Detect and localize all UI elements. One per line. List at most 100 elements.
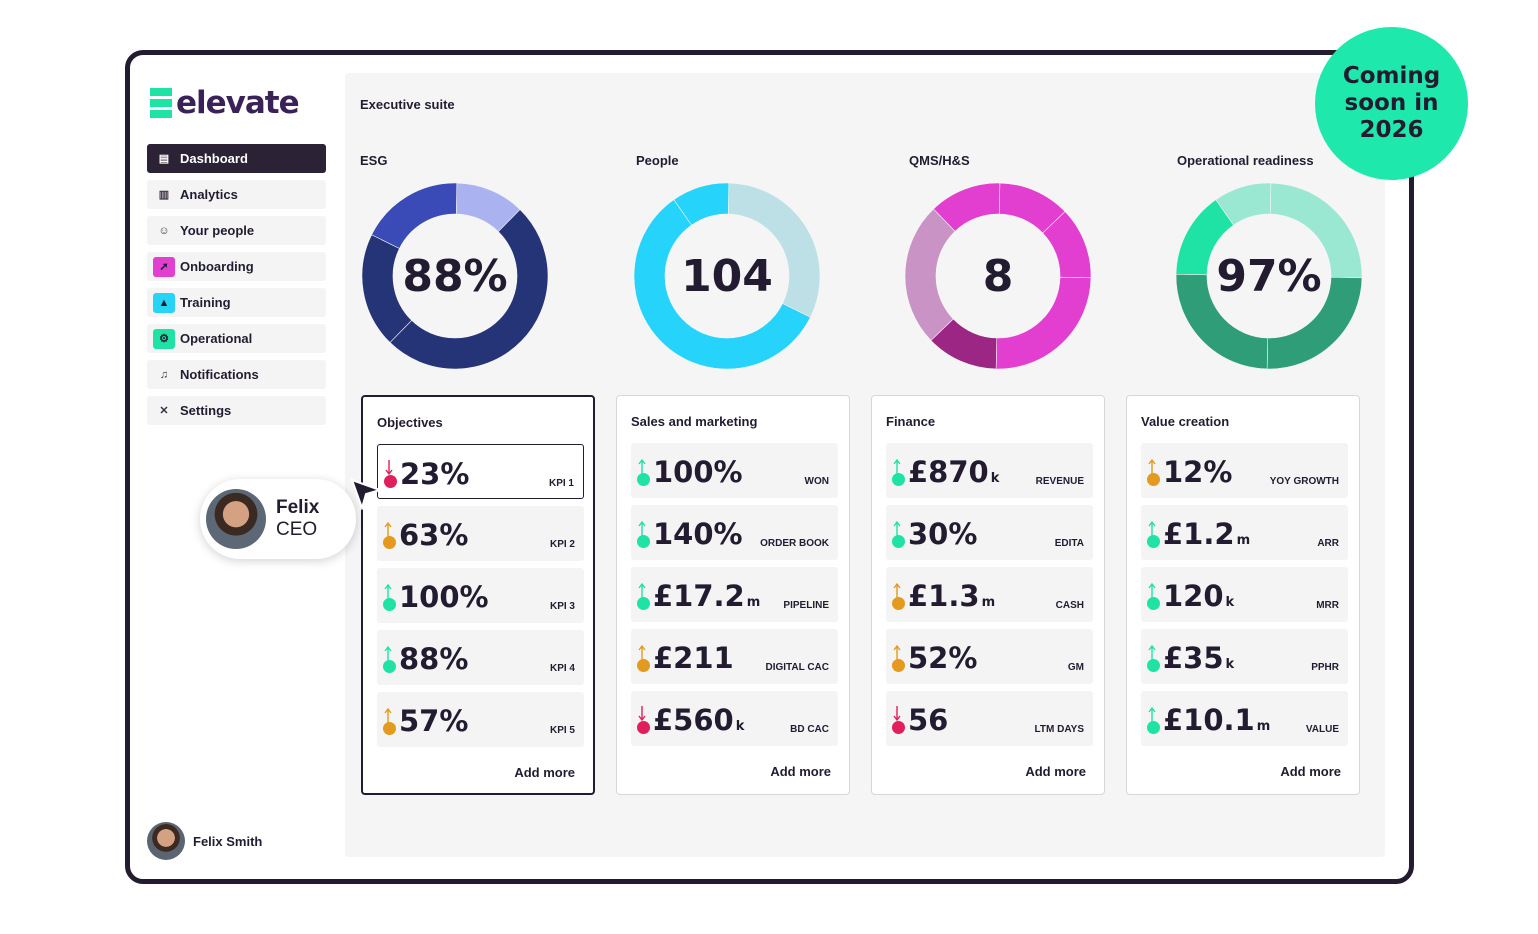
status-dot-icon xyxy=(892,473,905,486)
kpi-row[interactable]: 12% YOY GROWTH xyxy=(1141,443,1348,498)
kpi-label: KPI 1 xyxy=(548,478,574,489)
sidebar-item-training[interactable]: ▲ Training xyxy=(147,288,326,317)
kpi-value: 120 k xyxy=(1163,579,1234,613)
kpi-row[interactable]: £870 k REVENUE xyxy=(886,443,1093,498)
kpi-value: 140% xyxy=(653,517,743,551)
kpi-number: 23% xyxy=(400,457,470,491)
avatar xyxy=(206,489,266,549)
kpi-row[interactable]: 100% WON xyxy=(631,443,838,498)
kpi-label: KPI 3 xyxy=(549,601,575,612)
kpi-number: £1.3 xyxy=(908,579,980,613)
kpi-row[interactable]: 140% ORDER BOOK xyxy=(631,505,838,560)
app-window: elevate ▤ Dashboard ▥ Analytics ☺ Your people… xyxy=(125,50,1414,884)
sidebar-item-notifications[interactable]: ♫ Notifications xyxy=(147,360,326,389)
kpi-card-sales-and-marketing[interactable]: Sales and marketing 100% WON 140% ORDER BOOK… xyxy=(616,395,850,795)
kpi-row[interactable]: £1.2 m ARR xyxy=(1141,505,1348,560)
kpi-row[interactable]: £1.3 m CASH xyxy=(886,567,1093,622)
kpi-row[interactable]: £17.2 m PIPELINE xyxy=(631,567,838,622)
sidebar-item-operational[interactable]: ⚙ Operational xyxy=(147,324,326,353)
kpi-number: 100% xyxy=(653,455,743,489)
kpi-number: 12% xyxy=(1163,455,1233,489)
add-more-button[interactable]: Add more xyxy=(1280,764,1341,779)
kpi-number: £870 xyxy=(908,455,989,489)
kpi-card-objectives[interactable]: Objectives 23% KPI 1 63% KPI 2 100% KPI 3 88% KP… xyxy=(361,395,595,795)
donut-hole xyxy=(936,214,1060,338)
kpi-row[interactable]: 88% KPI 4 xyxy=(377,630,584,685)
sidebar-item-dashboard[interactable]: ▤ Dashboard xyxy=(147,144,326,173)
sidebar-item-label: Onboarding xyxy=(180,259,254,274)
kpi-row[interactable]: 52% GM xyxy=(886,629,1093,684)
kpi-card-finance[interactable]: Finance £870 k REVENUE 30% EDITA £1.3 m CASH 52% G… xyxy=(871,395,1105,795)
kpi-value: 100% xyxy=(399,580,489,614)
sidebar-item-analytics[interactable]: ▥ Analytics xyxy=(147,180,326,209)
kpi-row[interactable]: £211 DIGITAL CAC xyxy=(631,629,838,684)
kpi-value: £10.1 m xyxy=(1163,703,1270,737)
sidebar-item-label: Your people xyxy=(180,223,255,238)
kpi-card-value-creation[interactable]: Value creation 12% YOY GROWTH £1.2 m ARR 120 k M… xyxy=(1126,395,1360,795)
arrow-up-icon xyxy=(893,458,901,474)
sidebar-item-your-people[interactable]: ☺ Your people xyxy=(147,216,326,245)
kpi-suffix: m xyxy=(1256,719,1271,734)
arrow-up-icon xyxy=(1148,706,1156,722)
main-panel: Executive suite ESG 88% People 104 QMS/H&S 8 O… xyxy=(345,73,1385,857)
kpi-row[interactable]: £560 k BD CAC xyxy=(631,691,838,746)
logo: elevate xyxy=(150,85,300,121)
arrow-up-icon xyxy=(1148,458,1156,474)
status-dot-icon xyxy=(892,659,905,672)
kpi-label: YOY GROWTH xyxy=(1269,476,1339,487)
kpi-row[interactable]: 100% KPI 3 xyxy=(377,568,584,623)
sidebar-item-settings[interactable]: ✕ Settings xyxy=(147,396,326,425)
status-dot-icon xyxy=(892,721,905,734)
kpi-value: 57% xyxy=(399,704,468,738)
current-user[interactable]: Felix Smith xyxy=(147,822,262,860)
kpi-suffix: k xyxy=(1225,595,1235,610)
sidebar-item-label: Analytics xyxy=(180,187,238,202)
kpi-row[interactable]: 30% EDITA xyxy=(886,505,1093,560)
arrow-up-icon xyxy=(384,645,392,661)
add-more-button[interactable]: Add more xyxy=(770,764,831,779)
donut-value: 104 xyxy=(681,250,773,302)
kpi-value: £1.3 m xyxy=(908,579,995,613)
add-more-button[interactable]: Add more xyxy=(1025,764,1086,779)
kpi-row[interactable]: 63% KPI 2 xyxy=(377,506,584,561)
kpi-label: EDITA xyxy=(1054,538,1084,549)
kpi-row[interactable]: £35 k PPHR xyxy=(1141,629,1348,684)
kpi-number: 56 xyxy=(908,703,949,737)
status-dot-icon xyxy=(637,597,650,610)
bell-icon: ♫ xyxy=(159,368,169,381)
donut-chart xyxy=(633,182,821,370)
kpi-row[interactable]: 56 LTM DAYS xyxy=(886,691,1093,746)
kpi-number: 88% xyxy=(399,642,469,676)
coming-soon-badge: Coming soon in 2026 xyxy=(1315,27,1468,180)
arrow-up-icon xyxy=(893,644,901,660)
chart-icon: ▥ xyxy=(158,189,170,201)
kpi-label: KPI 4 xyxy=(549,663,575,674)
kpi-row[interactable]: 57% KPI 5 xyxy=(377,692,584,747)
people-icon: ☺ xyxy=(158,224,170,237)
arrow-down-icon xyxy=(385,460,393,476)
kpi-label: KPI 5 xyxy=(549,725,575,736)
kpi-number: £560 xyxy=(653,703,734,737)
callout-role: CEO xyxy=(276,519,318,540)
kpi-row[interactable]: 120 k MRR xyxy=(1141,567,1348,622)
badge-line: Coming xyxy=(1342,63,1441,89)
arrow-up-icon xyxy=(1148,520,1156,536)
sidebar-item-onboarding[interactable]: ➚ Onboarding xyxy=(147,252,326,281)
badge-line: 2026 xyxy=(1359,117,1424,143)
donut-chart xyxy=(904,182,1092,370)
kpi-label: BD CAC xyxy=(790,724,829,735)
status-dot-icon xyxy=(637,721,650,734)
kpi-value: 12% xyxy=(1163,455,1232,489)
kpi-number: 63% xyxy=(399,518,469,552)
status-dot-icon xyxy=(383,660,396,673)
arrow-down-icon xyxy=(638,706,646,722)
kpi-value: £17.2 m xyxy=(653,579,760,613)
kpi-row[interactable]: 23% KPI 1 xyxy=(377,444,584,499)
kpi-row[interactable]: £10.1 m VALUE xyxy=(1141,691,1348,746)
add-more-button[interactable]: Add more xyxy=(514,765,575,780)
donut-hole xyxy=(393,214,517,338)
dashboard-icon: ▤ xyxy=(158,153,170,165)
kpi-suffix: k xyxy=(1225,657,1235,672)
sidebar-item-label: Operational xyxy=(180,331,253,346)
kpi-number: 52% xyxy=(908,641,978,675)
